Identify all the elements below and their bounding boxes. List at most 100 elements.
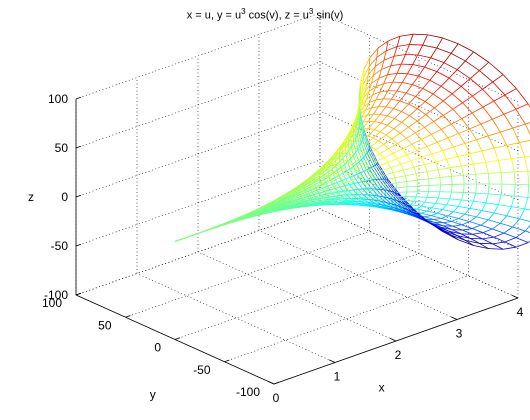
mesh-line xyxy=(416,146,428,152)
mesh-line xyxy=(452,102,463,110)
mesh-line xyxy=(380,122,388,126)
mesh-line xyxy=(324,189,330,192)
mesh-line xyxy=(327,164,336,170)
mesh-line xyxy=(365,155,372,168)
mesh-line xyxy=(430,134,438,143)
mesh-line xyxy=(504,88,517,96)
mesh-line xyxy=(493,236,506,243)
mesh-line xyxy=(333,166,341,173)
mesh-line xyxy=(372,179,381,190)
mesh-line xyxy=(457,43,474,53)
mesh-line xyxy=(449,191,452,199)
z-tick-mark xyxy=(75,292,82,296)
mesh-line xyxy=(363,90,366,98)
mesh-line xyxy=(331,155,337,161)
mesh-line xyxy=(417,185,430,187)
mesh-line xyxy=(387,65,392,75)
mesh-line xyxy=(449,230,462,235)
mesh-line xyxy=(314,182,323,188)
mesh-line xyxy=(332,192,336,197)
mesh-line xyxy=(513,184,516,197)
mesh-line xyxy=(338,152,345,159)
mesh-line xyxy=(362,82,368,92)
mesh-line xyxy=(462,102,473,114)
mesh-line xyxy=(298,200,305,204)
mesh-line xyxy=(365,180,370,182)
mesh-line xyxy=(456,60,466,70)
y-tick-mark xyxy=(224,359,230,363)
mesh-line xyxy=(506,142,520,146)
mesh-line xyxy=(386,187,397,190)
mesh-line xyxy=(361,114,368,118)
mesh-line xyxy=(515,230,526,238)
mesh-line xyxy=(386,108,394,117)
mesh-line xyxy=(461,192,464,201)
mesh-line xyxy=(494,212,507,217)
mesh-line xyxy=(380,113,388,117)
mesh-line xyxy=(476,139,483,152)
mesh-line xyxy=(417,101,426,110)
mesh-line xyxy=(442,100,454,110)
mesh-line xyxy=(359,145,365,158)
mesh-line xyxy=(437,169,441,178)
mesh-line xyxy=(358,104,362,113)
mesh-line xyxy=(482,81,493,90)
mesh-line xyxy=(385,134,393,140)
mesh-line xyxy=(357,145,361,150)
mesh-line xyxy=(413,200,425,203)
mesh-line xyxy=(463,192,476,194)
mesh-line xyxy=(302,204,310,206)
mesh-line xyxy=(281,207,289,210)
mesh-line xyxy=(301,195,308,199)
mesh-line xyxy=(408,96,416,105)
mesh-line xyxy=(360,142,366,156)
mesh-line xyxy=(373,204,381,207)
mesh-line xyxy=(367,148,370,152)
mesh-line xyxy=(472,232,484,235)
mesh-line xyxy=(450,234,466,241)
chart-title-part: cos(v), z = u xyxy=(245,9,309,22)
mesh-line xyxy=(408,103,418,110)
grid-line xyxy=(319,159,519,250)
mesh-line xyxy=(258,210,266,214)
mesh-line xyxy=(344,136,350,144)
mesh-line xyxy=(358,161,364,172)
mesh-line xyxy=(295,205,303,208)
mesh-line xyxy=(273,198,281,203)
mesh-line xyxy=(355,134,358,140)
mesh-line xyxy=(277,203,286,207)
mesh-line xyxy=(312,173,320,179)
mesh-line xyxy=(481,150,487,163)
mesh-line xyxy=(336,167,342,171)
mesh-line xyxy=(409,115,418,122)
mesh-line xyxy=(361,157,364,160)
mesh-line xyxy=(361,97,365,106)
mesh-line xyxy=(380,115,388,124)
mesh-line xyxy=(350,138,352,148)
mesh-line xyxy=(310,198,318,201)
mesh-line xyxy=(322,185,328,189)
mesh-line xyxy=(374,57,378,67)
mesh-line xyxy=(458,239,474,246)
mesh-line xyxy=(368,66,376,75)
surface-mesh xyxy=(174,33,530,250)
mesh-line xyxy=(342,154,347,159)
mesh-line xyxy=(337,190,344,193)
mesh-line xyxy=(481,202,487,211)
mesh-line xyxy=(409,108,418,116)
mesh-line xyxy=(385,128,395,136)
mesh-line xyxy=(494,144,507,149)
mesh-line xyxy=(366,189,377,192)
mesh-line xyxy=(271,206,279,210)
mesh-line xyxy=(402,207,408,210)
mesh-line xyxy=(482,238,493,245)
mesh-line xyxy=(524,124,530,135)
mesh-line xyxy=(481,147,495,152)
mesh-line xyxy=(446,156,459,160)
mesh-line xyxy=(331,177,341,182)
mesh-line xyxy=(436,62,445,72)
mesh-line xyxy=(319,194,329,198)
mesh-line xyxy=(371,173,374,179)
mesh-line xyxy=(353,182,358,184)
mesh-line xyxy=(347,138,352,144)
